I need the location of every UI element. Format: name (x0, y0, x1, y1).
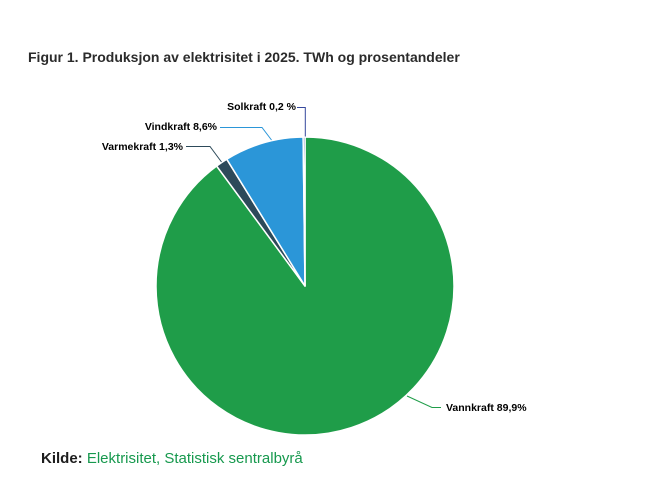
pie-slices-group (155, 136, 455, 436)
slice-label-vindkraft: Vindkraft 8,6% (144, 121, 217, 133)
source-prefix-label: Kilde: (41, 450, 83, 467)
label-connectors-group (186, 107, 441, 408)
connector-solkraft (297, 107, 306, 137)
source-link[interactable]: Elektrisitet, Statistisk sentralbyrå (86, 450, 303, 467)
slice-label-varmekraft: Varmekraft 1,3% (101, 141, 183, 153)
chart-title: Figur 1. Produksjon av elektrisitet i 20… (28, 49, 460, 65)
connector-varmekraft (186, 146, 222, 163)
slice-label-solkraft: Solkraft 0,2 % (227, 101, 296, 113)
pie-slice-solkraft[interactable] (302, 136, 306, 287)
slice-label-vannkraft: Vannkraft 89,9% (446, 402, 527, 414)
source-line: Kilde: Elektrisitet, Statistisk sentralb… (41, 450, 303, 467)
connector-vindkraft (220, 127, 272, 141)
connector-vannkraft (406, 395, 441, 408)
